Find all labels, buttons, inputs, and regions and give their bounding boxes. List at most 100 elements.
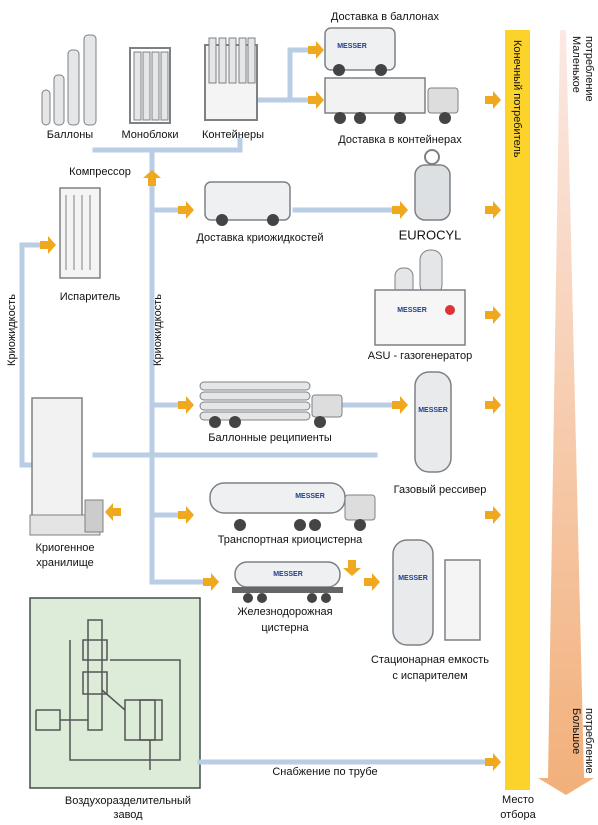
cylinder: [229, 38, 236, 83]
evap: [445, 560, 480, 640]
cylinder: [248, 38, 255, 83]
flow-arrow: [178, 506, 194, 524]
page: {"labels": { "cylinders": "Баллоны", "mo…: [0, 0, 598, 820]
vertical-label: Конечный потребитель: [511, 40, 523, 158]
wheel: [354, 112, 366, 124]
flow-arrow: [485, 396, 501, 414]
rail-tank-icon: MESSER: [232, 562, 343, 603]
wheel: [334, 112, 346, 124]
cab: [312, 395, 342, 417]
label: хранилище: [36, 557, 94, 569]
eurocyl-icon: [415, 150, 450, 220]
flow-arrow: [178, 201, 194, 219]
van-body: [205, 182, 290, 220]
vertical-label: потребление: [583, 36, 595, 102]
label: ASU - газогенератор: [368, 350, 472, 362]
label: Снабжение по трубе: [272, 766, 377, 778]
flow-arrow: [392, 201, 408, 219]
flow-arrow: [308, 41, 324, 59]
vertical-label: Большое: [570, 708, 582, 754]
flow-arrow: [485, 91, 501, 109]
valve: [425, 150, 439, 164]
label: с испарителем: [392, 670, 467, 682]
cab: [428, 88, 458, 113]
flow-arrow: [485, 201, 501, 219]
van-icon: [205, 182, 290, 226]
flow-arrow: [40, 236, 56, 254]
cab: [345, 495, 375, 520]
flow-arrow: [143, 170, 161, 186]
label: Контейнеры: [202, 129, 264, 141]
flow-arrow: [364, 573, 380, 591]
label: Испаритель: [60, 291, 121, 303]
tank: [393, 540, 433, 645]
logo: MESSER: [397, 307, 427, 314]
transport-tank-icon: MESSER: [210, 483, 375, 531]
container-truck-icon: [325, 78, 458, 124]
flow-arrow: [343, 560, 361, 576]
logo: MESSER: [418, 407, 448, 414]
cylinder: [152, 52, 159, 120]
cylinders-icon: [42, 35, 96, 125]
label: Доставка в контейнерах: [338, 134, 462, 146]
frame: [232, 587, 343, 593]
dewar: [415, 165, 450, 220]
trailer: [325, 78, 425, 113]
wheel: [229, 416, 241, 428]
vertical-label: потребление: [583, 708, 595, 774]
cylinder: [42, 90, 50, 125]
wheel: [257, 593, 267, 603]
flow-arrow: [485, 506, 501, 524]
flow-arrow: [392, 396, 408, 414]
tube: [200, 392, 310, 400]
tower: [32, 398, 82, 518]
cylinder: [143, 52, 150, 120]
wheel: [294, 519, 306, 531]
wheel: [243, 593, 253, 603]
label: Компрессор: [69, 166, 131, 178]
label: Газовый рессивер: [394, 484, 487, 496]
cylinder: [84, 35, 96, 125]
wheel: [307, 593, 317, 603]
label: Железнодорожная: [237, 606, 332, 618]
logo: MESSER: [337, 43, 367, 50]
logo-mark: [445, 305, 455, 315]
flow-arrow: [308, 91, 324, 109]
wheel: [439, 112, 451, 124]
cylinder: [161, 52, 168, 120]
logo: MESSER: [273, 571, 303, 578]
cylinder: [134, 52, 141, 120]
cylinder: [219, 38, 226, 83]
van-icon: MESSER: [325, 28, 395, 76]
label: завод: [113, 809, 143, 820]
tank: [420, 250, 442, 295]
receiver: [415, 372, 451, 472]
wheel: [216, 214, 228, 226]
cylinder: [209, 38, 216, 83]
label: Транспортная криоцистерна: [218, 534, 363, 546]
building: [375, 290, 465, 345]
asu-icon: MESSER: [375, 250, 465, 345]
flow-arrow: [485, 753, 501, 771]
bundles-icon: [200, 382, 342, 428]
wheel: [267, 214, 279, 226]
consumption-wedge: [538, 30, 594, 795]
label: отбора: [500, 809, 536, 820]
vertical-label: Маленькое: [570, 36, 582, 93]
vertical-label: Криожидкость: [6, 294, 18, 366]
label: Моноблоки: [121, 129, 178, 141]
stationary-tank-icon: MESSER: [393, 540, 480, 645]
label: Стационарная емкость: [371, 654, 489, 666]
label: Баллонные реципиенты: [208, 432, 332, 444]
logo: MESSER: [398, 575, 428, 582]
wheel: [234, 519, 246, 531]
flow-arrow: [485, 306, 501, 324]
label: EUROCYL: [399, 227, 462, 242]
vertical-label: Криожидкость: [152, 294, 164, 366]
label: цистерна: [261, 622, 309, 634]
wheel: [209, 416, 221, 428]
label: Воздухоразделительный: [65, 795, 191, 807]
label: Доставка криожидкостей: [196, 232, 323, 244]
label: Криогенное: [35, 542, 94, 554]
wheel: [314, 416, 326, 428]
